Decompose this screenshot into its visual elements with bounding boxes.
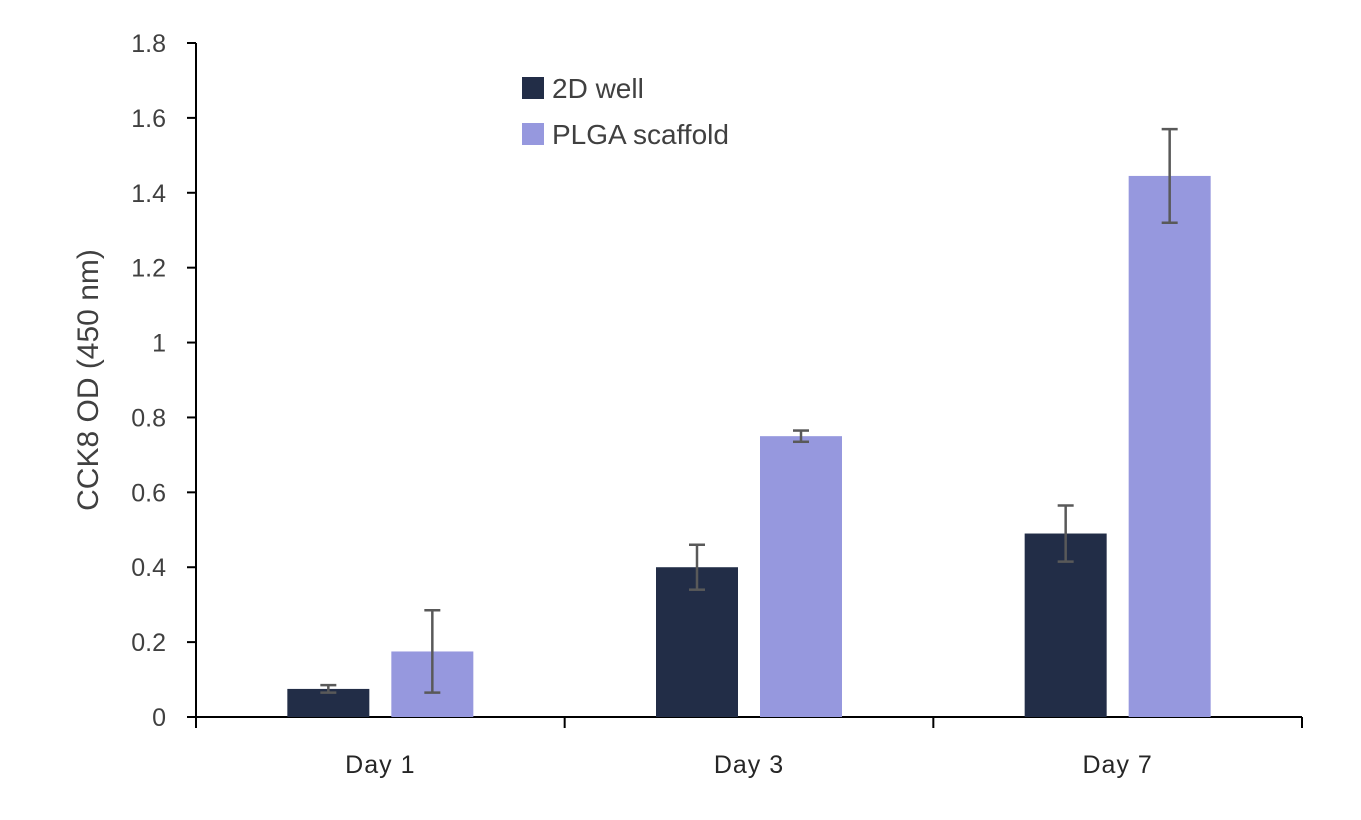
y-tick-label: 1.8 (131, 30, 166, 58)
y-tick-label: 1.2 (131, 255, 166, 283)
legend: 2D well PLGA scaffold (522, 73, 729, 150)
x-category-label: Day 7 (1083, 751, 1153, 779)
y-tick-label: 1.6 (131, 105, 166, 133)
x-category-label: Day 1 (345, 751, 415, 779)
legend-swatch (522, 77, 544, 99)
bars (287, 175, 1211, 717)
y-tick-label: 1.4 (131, 180, 166, 208)
y-tick-label: 0.6 (131, 479, 166, 507)
x-axis: Day 1 Day 3 Day 7 (195, 716, 1303, 779)
legend-swatch (522, 123, 544, 145)
error-bars (320, 127, 1178, 694)
y-axis-title: CCK8 OD (450 nm) (72, 249, 105, 511)
x-category-label: Day 3 (714, 751, 784, 779)
y-tick-label: 0.2 (131, 629, 166, 657)
y-tick-label: 0.4 (131, 554, 166, 582)
legend-label: PLGA scaffold (552, 119, 729, 150)
y-tick-label: 1 (152, 330, 166, 358)
bar-plga-scaffold-day-3 (760, 436, 842, 717)
bar-plga-scaffold-day-7 (1128, 175, 1211, 717)
bar-2d-well-day-7 (1024, 533, 1107, 717)
legend-label: 2D well (552, 73, 644, 104)
y-axis: 0 0.2 0.4 0.6 0.8 1 1.2 1.4 1.6 1.8 (131, 30, 197, 732)
y-tick-label: 0 (152, 704, 166, 732)
bar-2d-well-day-3 (656, 567, 738, 717)
y-tick-label: 0.8 (131, 404, 166, 432)
